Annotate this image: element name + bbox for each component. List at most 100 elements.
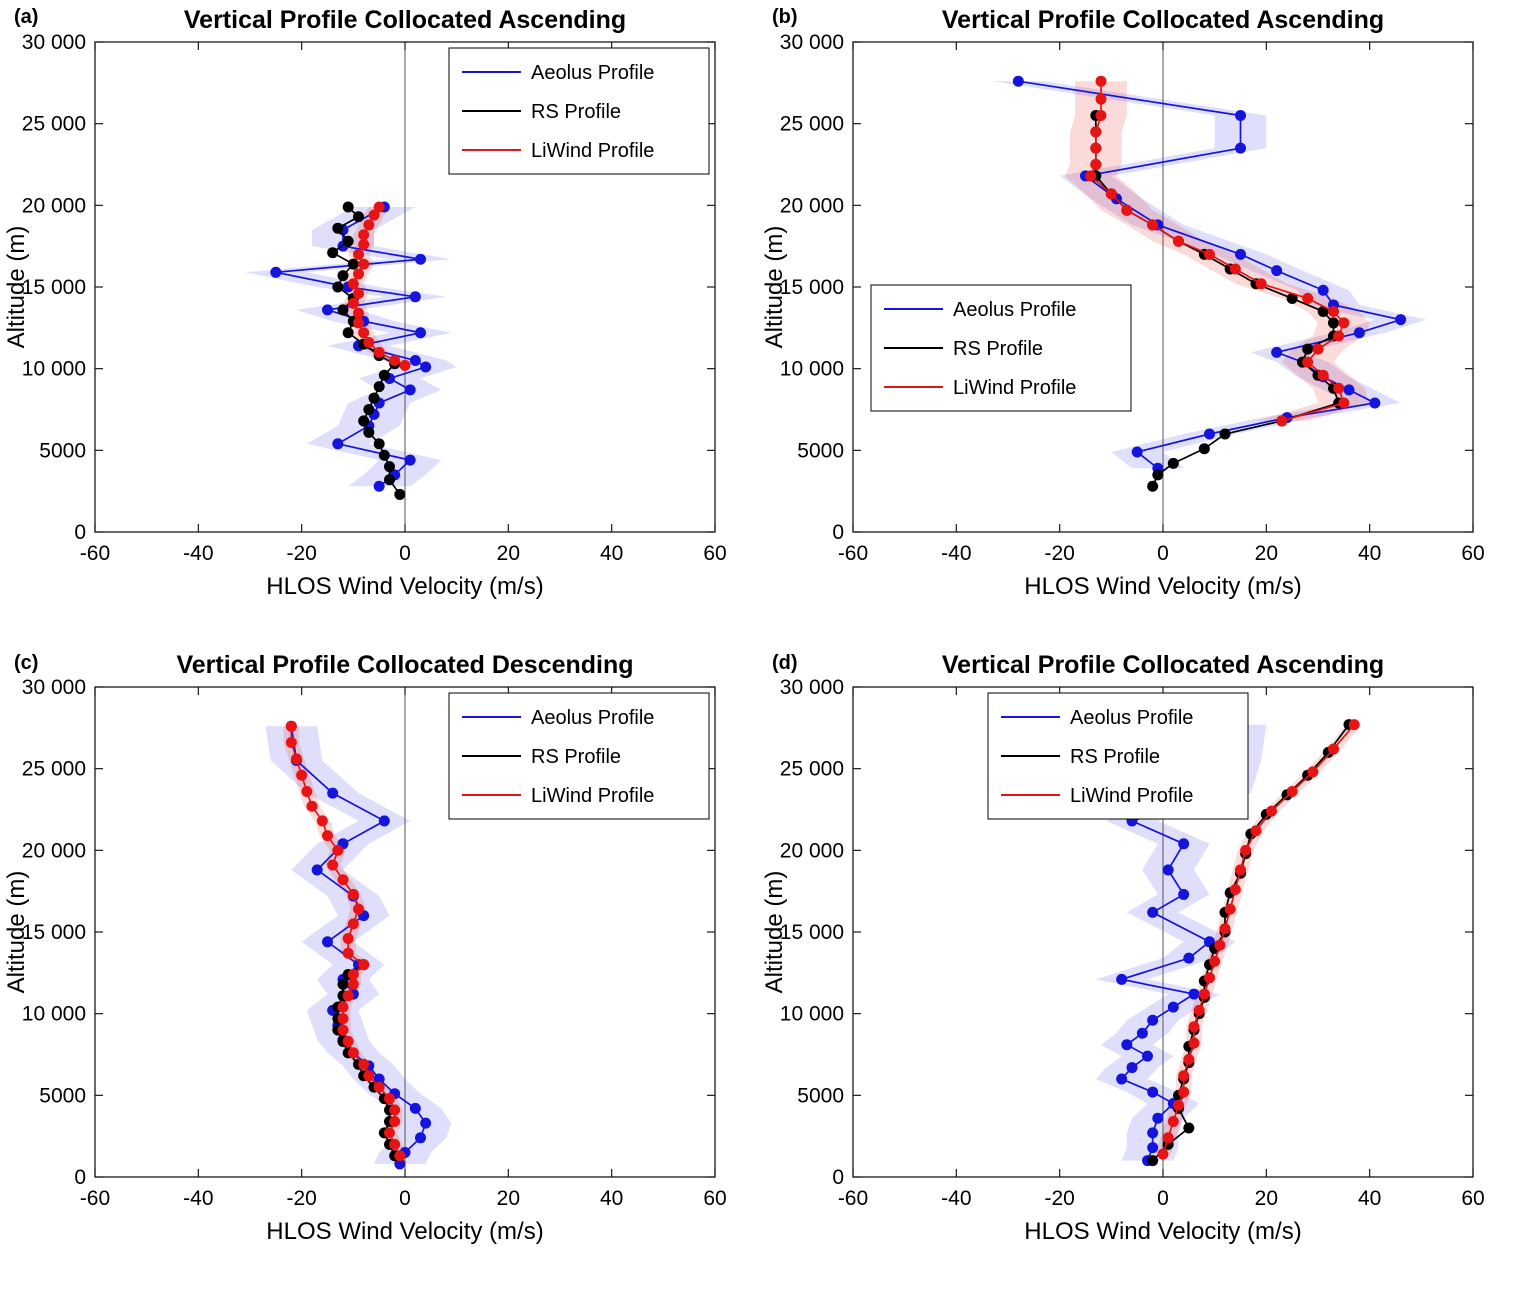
panel-label-c: (c)	[14, 652, 39, 674]
x-tick-label: 0	[1157, 542, 1169, 565]
legend: Aeolus Profile RS Profile LiWind Profile	[448, 47, 710, 175]
liwind-marker	[1178, 1086, 1190, 1098]
liwind-marker	[358, 959, 370, 971]
aeolus-marker	[1121, 1039, 1133, 1051]
liwind-marker	[1162, 1132, 1174, 1144]
liwind-marker	[1219, 923, 1231, 935]
x-tick-label: 40	[1358, 1187, 1381, 1210]
liwind-marker	[347, 278, 359, 290]
x-tick-label: -60	[838, 1187, 868, 1210]
y-axis-label: Altitude (m)	[761, 871, 788, 994]
rs-marker	[342, 327, 354, 339]
liwind-marker	[358, 239, 370, 251]
aeolus-marker	[1353, 327, 1365, 339]
aeolus-marker	[420, 1117, 432, 1129]
liwind-marker	[347, 888, 359, 900]
aeolus-marker	[1369, 397, 1381, 409]
y-tick-label: 5000	[797, 1084, 844, 1107]
aeolus-marker	[1147, 1127, 1159, 1139]
aeolus-marker	[1147, 1014, 1159, 1026]
liwind-marker	[1095, 93, 1107, 105]
chart-title: Vertical Profile Collocated Descending	[176, 651, 633, 679]
liwind-marker	[1235, 864, 1246, 876]
y-tick-label: 15 000	[22, 276, 86, 299]
liwind-marker	[1121, 204, 1133, 216]
liwind-marker	[358, 229, 370, 241]
x-axis-label: HLOS Wind Velocity (m/s)	[266, 1218, 543, 1245]
aeolus-marker	[332, 438, 344, 450]
y-tick-label: 20 000	[22, 194, 86, 217]
x-axis-label: HLOS Wind Velocity (m/s)	[1024, 1218, 1301, 1245]
legend-label-aeolus: Aeolus Profile	[531, 707, 654, 729]
y-tick-label: 30 000	[22, 31, 86, 54]
aeolus-marker	[322, 304, 333, 316]
liwind-marker	[353, 268, 364, 280]
y-tick-label: 25 000	[780, 113, 844, 136]
x-tick-label: -40	[941, 1187, 971, 1210]
y-tick-label: 30 000	[780, 31, 844, 54]
y-tick-label: 30 000	[22, 676, 86, 699]
aeolus-marker	[409, 355, 421, 366]
panel-c-chart: -60 -40 -20 0 20 40 60 0 5000 10 000 15 000 20 000 2…	[0, 645, 757, 1290]
liwind-marker	[285, 720, 297, 732]
liwind-marker	[337, 874, 349, 886]
rs-marker	[384, 474, 395, 486]
y-axis-label: Altitude (m)	[761, 226, 788, 349]
aeolus-marker	[1271, 265, 1283, 277]
aeolus-marker	[1395, 314, 1407, 326]
panel-a: -60 -40 -20 0 20 40 60 0 5000 10 000 15 000 20 000 2…	[0, 0, 757, 645]
aeolus-marker	[1343, 384, 1355, 396]
liwind-marker	[306, 800, 318, 812]
liwind-marker	[1188, 1037, 1200, 1049]
series-aeolus	[270, 201, 432, 492]
rs-marker	[1302, 343, 1314, 355]
liwind-marker	[342, 990, 354, 1002]
liwind-marker	[1173, 1099, 1184, 1111]
aeolus-marker	[404, 384, 416, 396]
rs-marker	[378, 369, 390, 381]
liwind-marker	[373, 346, 385, 358]
panel-a-chart: -60 -40 -20 0 20 40 60 0 5000 10 000 15 000 20 000 2…	[0, 0, 757, 645]
aeolus-marker	[415, 1132, 426, 1144]
legend: Aeolus Profile RS Profile LiWind Profile	[987, 692, 1249, 820]
liwind-marker	[1090, 159, 1102, 170]
aeolus-marker	[1147, 1142, 1159, 1154]
rs-marker	[1328, 317, 1339, 329]
liwind-band	[1064, 81, 1370, 421]
rs-marker	[332, 281, 344, 293]
x-tick-label: -20	[1044, 542, 1074, 565]
aeolus-marker	[1317, 284, 1329, 296]
legend-label-aeolus: Aeolus Profile	[1070, 707, 1193, 729]
liwind-marker	[1214, 939, 1226, 951]
x-tick-label: -40	[183, 1187, 213, 1210]
y-tick-label: 10 000	[780, 358, 844, 381]
liwind-marker	[1085, 170, 1097, 182]
y-axis-label: Altitude (m)	[3, 871, 30, 994]
rs-marker	[373, 438, 385, 450]
rs-marker	[1286, 292, 1298, 304]
aeolus-marker	[415, 327, 426, 339]
series-liwind	[1157, 719, 1360, 1160]
axis-ticks: -60 -40 -20 0 20 40 60 0 5000 10 000 15 000 20 000 2…	[22, 676, 727, 1210]
x-tick-label: 0	[1157, 1187, 1169, 1210]
liwind-marker	[1178, 1070, 1190, 1082]
y-tick-label: 15 000	[22, 921, 86, 944]
x-axis-label: HLOS Wind Velocity (m/s)	[266, 573, 543, 600]
liwind-marker	[389, 1115, 401, 1127]
aeolus-marker	[409, 291, 421, 303]
liwind-marker	[373, 1081, 385, 1093]
liwind-marker	[296, 769, 308, 781]
liwind-marker	[384, 1127, 395, 1139]
liwind-marker	[1183, 1053, 1195, 1065]
rs-marker	[1147, 1155, 1159, 1167]
y-tick-label: 25 000	[780, 758, 844, 781]
liwind-marker	[342, 947, 354, 959]
aeolus-marker	[1126, 1062, 1138, 1074]
x-tick-label: 20	[1255, 542, 1278, 565]
legend-label-aeolus: Aeolus Profile	[953, 299, 1076, 321]
y-tick-label: 10 000	[22, 358, 86, 381]
liwind-marker	[1173, 235, 1184, 247]
rs-marker	[363, 426, 375, 438]
liwind-marker	[342, 933, 354, 945]
